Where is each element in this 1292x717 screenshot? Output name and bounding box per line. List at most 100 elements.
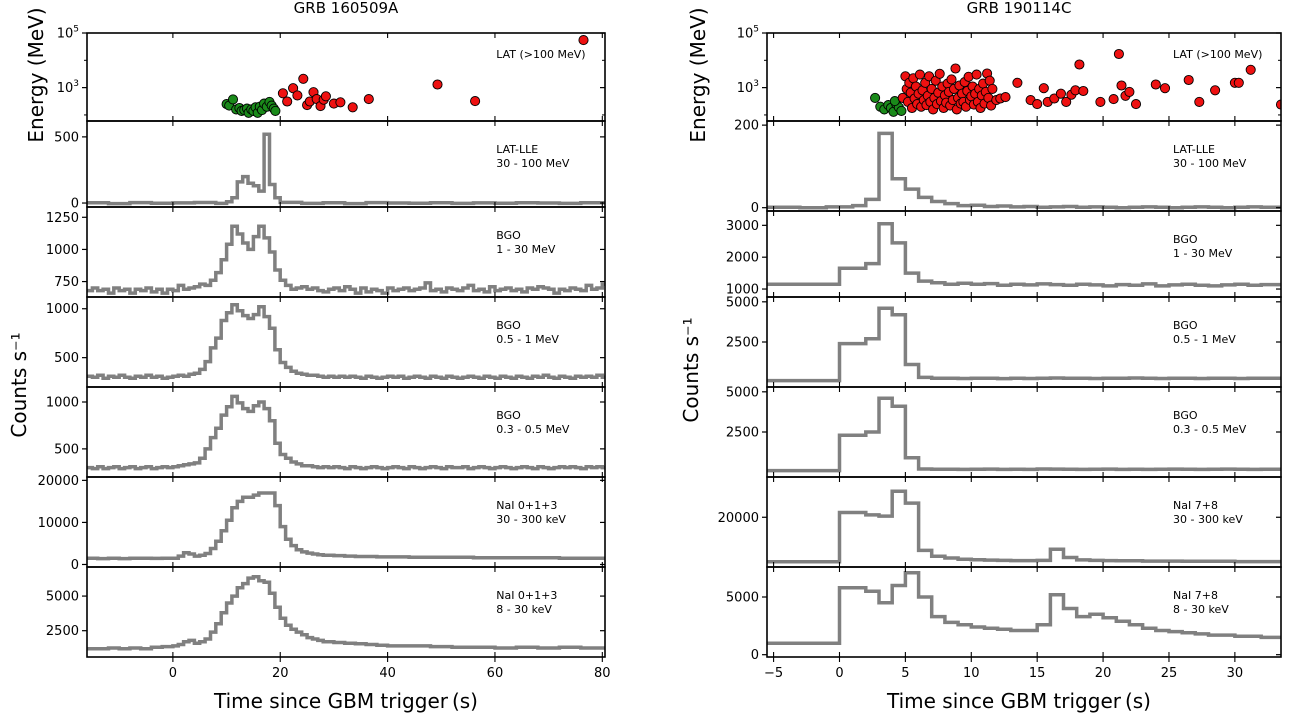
photon-point-late [1032,99,1043,110]
y-tick-label: 105 [57,25,79,42]
x-tick-label: 10 [963,666,980,681]
light-curve-nai1 [87,491,605,561]
y-tick-label: 0 [751,648,759,663]
y-tick-label: 0 [751,201,759,216]
panel-label-nai1: NaI 0+1+3 [496,499,557,512]
x-tick-label: 40 [379,666,396,681]
panel-label-bgo1: BGO [496,229,521,242]
y-axis-label-counts-left: Counts s⁻¹ [7,332,31,437]
chart-title-right: GRB 190114C [967,0,1072,17]
plot-area [87,491,605,561]
plot-area [767,396,1281,473]
x-tick-label: 0 [835,666,843,681]
y-tick-label: 5000 [46,590,79,605]
y-tick-label: 3000 [726,219,759,234]
panel-label-bgo2: BGO [496,319,521,332]
x-tick-label: 15 [1029,666,1046,681]
photon-point-late [914,69,925,80]
plot-area [87,224,605,295]
panel-label-lle: LAT-LLE [1173,143,1215,156]
photon-point-late [282,96,293,107]
panel-lat: 103 105 LAT (>100 MeV) [737,25,1282,122]
panel-label-nai1: 30 - 300 keV [1173,513,1243,526]
panel-nai2: 0 5000 NaI 7+88 - 30 keV [726,566,1282,663]
y-tick-label: 1000 [46,396,79,411]
y-tick-label: 20000 [38,474,79,489]
photon-point-late [1061,96,1072,107]
y-tick-label: 1000 [46,302,79,317]
photon-point-early [870,92,881,103]
panel-frame [86,32,606,122]
light-curve-nai2 [767,571,1281,645]
y-axis-label-energy-right: Energy (MeV) [686,7,710,142]
photon-point-late [934,68,945,79]
panel-nai1: 0 10000 20000 NaI 0+1+330 - 300 keV [38,474,606,573]
photon-point-early [227,94,239,105]
photon-point-late [971,69,982,80]
x-tick-label: 60 [487,666,504,681]
panel-label-bgo2: 0.5 - 1 MeV [496,333,559,346]
y-tick-label: 5000 [726,385,759,400]
plot-area [87,132,605,206]
panel-label-bgo3: 0.3 - 0.5 MeV [496,423,570,436]
photon-point-late [946,74,957,85]
light-curve-nai2 [87,574,605,651]
panel-label-lat: LAT (>100 MeV) [1173,48,1262,61]
plot-area [221,35,589,118]
y-tick-label: 2000 [726,251,759,266]
x-tick-label: 30 [1227,666,1244,681]
y-tick-label: 105 [737,25,759,42]
light-curve-lle [87,132,605,206]
photon-point-late [298,73,309,84]
chart-title-left: GRB 160509A [294,0,399,17]
y-tick-label: 2500 [46,624,79,639]
panel-nai2: 2500 5000 NaI 0+1+38 - 30 keV [46,566,606,658]
plot-area [767,489,1281,564]
photon-point-late [1095,96,1106,107]
x-tick-label: 0 [169,666,177,681]
panel-label-bgo3: BGO [1173,409,1198,422]
y-tick-label: 500 [54,442,79,457]
photon-point-late [320,91,331,102]
light-curve-bgo3 [767,396,1281,473]
light-curve-bgo1 [767,221,1281,288]
y-tick-label: 5000 [726,591,759,606]
panel-label-nai2: NaI 0+1+3 [496,589,557,602]
x-tick-label: −5 [764,666,783,681]
photon-point-late [335,97,346,108]
photon-point-late [1074,59,1085,70]
photon-point-late [432,79,443,90]
x-tick-label: 25 [1161,666,1178,681]
y-tick-label: 1000 [726,283,759,298]
photon-point-late [1130,99,1142,110]
panel-label-bgo3: BGO [496,409,521,422]
photon-point-late [1150,79,1161,90]
photon-point-late [1124,86,1135,97]
x-axis-label-left: Time since GBM trigger (s) [213,689,478,713]
panel-label-bgo2: BGO [1173,319,1198,332]
light-curve-bgo2 [87,303,605,380]
y-tick-label: 2500 [726,336,759,351]
photon-point-late [1038,83,1049,94]
plot-area [767,221,1281,288]
photon-point-late [470,96,481,107]
panel-nai1: 20000 NaI 7+830 - 300 keV [718,476,1282,568]
light-curve-bgo1 [87,224,605,295]
x-tick-label: 20 [272,666,289,681]
y-tick-label: 103 [737,79,759,96]
y-tick-label: 750 [54,275,79,290]
panel-label-nai2: 8 - 30 keV [1173,603,1229,616]
plot-area [767,571,1281,645]
photon-point-late [1108,94,1119,105]
y-tick-label: 5000 [726,295,759,310]
photon-point-late [1113,48,1124,60]
photon-point-late [1245,64,1256,75]
x-tick-label: 5 [901,666,909,681]
panel-label-nai1: NaI 7+8 [1173,499,1218,512]
